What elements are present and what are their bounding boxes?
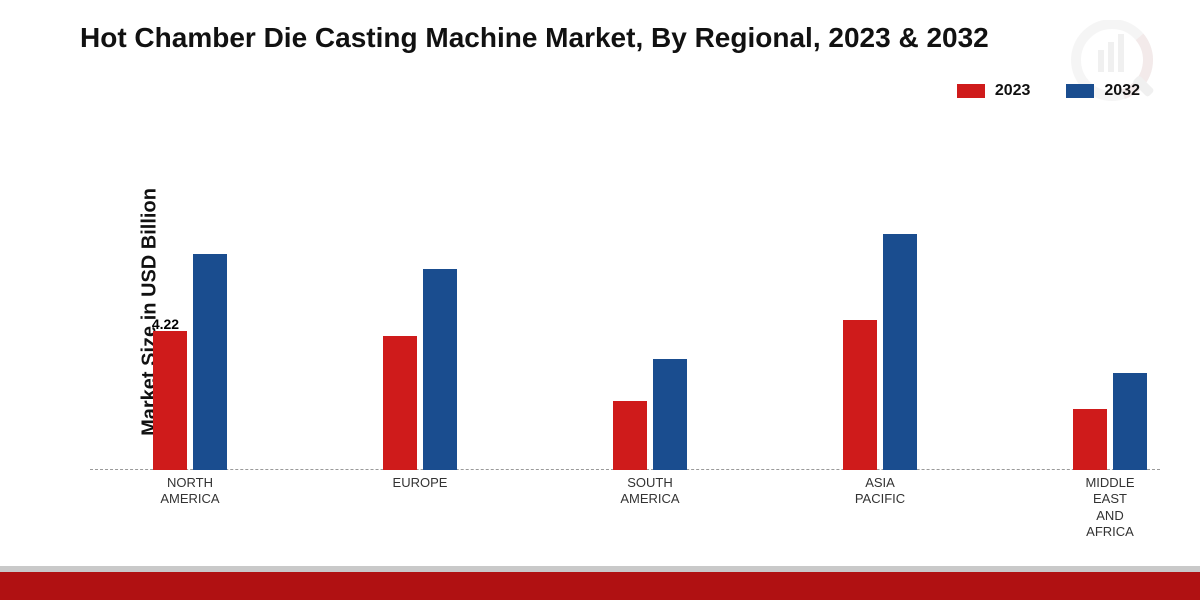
bar-group — [130, 254, 250, 470]
chart-title: Hot Chamber Die Casting Machine Market, … — [80, 22, 989, 54]
bar-2032 — [193, 254, 227, 470]
bar-2032 — [883, 234, 917, 470]
x-axis-category-label: EUROPE — [350, 475, 490, 491]
x-axis-category-label: SOUTHAMERICA — [580, 475, 720, 508]
bar-group — [820, 234, 940, 470]
bar-group — [1050, 373, 1170, 470]
legend-item-2023: 2023 — [957, 82, 1031, 100]
watermark-logo — [1050, 20, 1160, 115]
bar-2023 — [613, 401, 647, 470]
bar-2023 — [1073, 409, 1107, 470]
bar-2032 — [423, 269, 457, 470]
bar-group — [590, 359, 710, 470]
x-axis-category-label: NORTHAMERICA — [120, 475, 260, 508]
footer-bar-main — [0, 572, 1200, 600]
bar-2023 — [153, 331, 187, 470]
legend-swatch-2023 — [957, 84, 985, 98]
chart-container: Hot Chamber Die Casting Machine Market, … — [0, 0, 1200, 600]
x-axis-category-label: MIDDLEEASTANDAFRICA — [1040, 475, 1180, 540]
footer-bar — [0, 566, 1200, 600]
bar-value-label: 4.22 — [152, 316, 179, 332]
legend: 2023 2032 — [957, 82, 1140, 100]
bar-2023 — [383, 336, 417, 470]
bar-2023 — [843, 320, 877, 470]
bar-group — [360, 269, 480, 470]
plot-area: 4.22 — [90, 140, 1160, 470]
bar-2032 — [1113, 373, 1147, 470]
bar-2032 — [653, 359, 687, 470]
legend-label-2032: 2032 — [1104, 82, 1140, 100]
legend-item-2032: 2032 — [1066, 82, 1140, 100]
x-axis-category-label: ASIAPACIFIC — [810, 475, 950, 508]
legend-label-2023: 2023 — [995, 82, 1031, 100]
legend-swatch-2032 — [1066, 84, 1094, 98]
